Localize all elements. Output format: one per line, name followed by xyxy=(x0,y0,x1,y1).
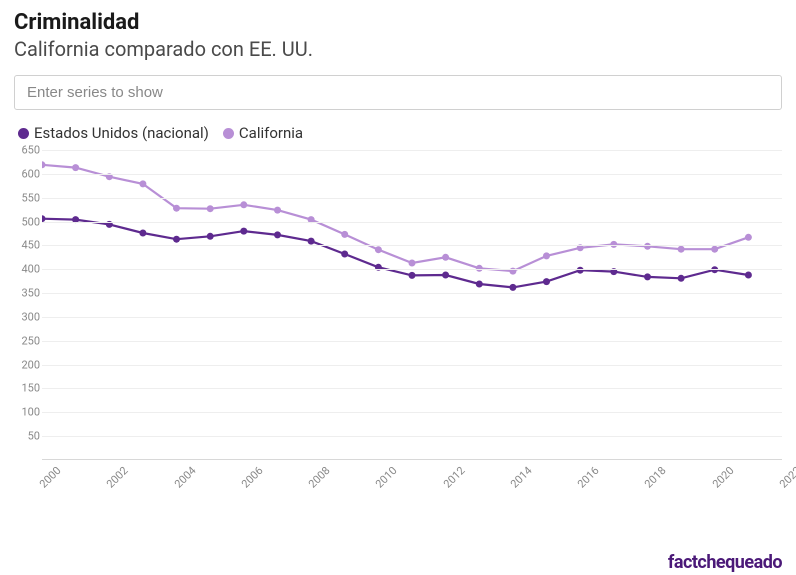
y-tick-label: 400 xyxy=(21,263,40,276)
data-point[interactable] xyxy=(442,254,449,261)
watermark: factchequeado xyxy=(668,552,782,573)
legend-marker xyxy=(18,128,29,139)
plot-area xyxy=(42,150,782,460)
data-point[interactable] xyxy=(341,231,348,238)
data-point[interactable] xyxy=(543,278,550,285)
x-tick-label: 2006 xyxy=(239,464,266,491)
y-axis: 50100150200250300350400450500550600650 xyxy=(14,150,42,460)
x-tick-label: 2014 xyxy=(508,464,535,491)
data-point[interactable] xyxy=(543,252,550,259)
gridline xyxy=(42,293,782,294)
x-tick-label: 2012 xyxy=(441,464,468,491)
legend-label: Estados Unidos (nacional) xyxy=(34,124,209,142)
data-point[interactable] xyxy=(509,284,516,291)
x-tick-label: 2004 xyxy=(171,464,198,491)
series-line xyxy=(42,219,748,288)
gridline xyxy=(42,388,782,389)
data-point[interactable] xyxy=(375,246,382,253)
data-point[interactable] xyxy=(644,273,651,280)
x-tick-label: 2008 xyxy=(306,464,333,491)
gridline xyxy=(42,245,782,246)
data-point[interactable] xyxy=(745,234,752,241)
data-point[interactable] xyxy=(409,272,416,279)
x-tick-label: 2016 xyxy=(575,464,602,491)
data-point[interactable] xyxy=(678,275,685,282)
y-tick-label: 100 xyxy=(21,406,40,419)
x-tick-label: 2000 xyxy=(37,464,64,491)
plot-svg xyxy=(42,150,782,460)
gridline xyxy=(42,269,782,270)
data-point[interactable] xyxy=(745,272,752,279)
data-point[interactable] xyxy=(173,236,180,243)
data-point[interactable] xyxy=(42,161,46,168)
data-point[interactable] xyxy=(711,246,718,253)
gridline xyxy=(42,341,782,342)
x-tick-label: 2022 xyxy=(777,464,796,491)
y-tick-label: 300 xyxy=(21,310,40,323)
data-point[interactable] xyxy=(173,205,180,212)
data-point[interactable] xyxy=(207,205,214,212)
gridline xyxy=(42,198,782,199)
gridline xyxy=(42,365,782,366)
legend-item[interactable]: California xyxy=(223,124,303,142)
chart-subtitle: California comparado con EE. UU. xyxy=(14,37,782,61)
data-point[interactable] xyxy=(274,231,281,238)
x-axis: 2000200220042006200820102012201420162018… xyxy=(42,464,782,504)
gridline xyxy=(42,436,782,437)
y-tick-label: 200 xyxy=(21,358,40,371)
y-tick-label: 650 xyxy=(21,144,40,157)
gridline xyxy=(42,222,782,223)
y-tick-label: 550 xyxy=(21,191,40,204)
y-tick-label: 150 xyxy=(21,382,40,395)
data-point[interactable] xyxy=(139,180,146,187)
gridline xyxy=(42,317,782,318)
legend-label: California xyxy=(239,124,303,142)
data-point[interactable] xyxy=(207,233,214,240)
x-tick-label: 2002 xyxy=(104,464,131,491)
series-line xyxy=(42,165,748,271)
gridline xyxy=(42,412,782,413)
legend: Estados Unidos (nacional) California xyxy=(14,124,782,142)
y-tick-label: 450 xyxy=(21,239,40,252)
chart-title: Criminalidad xyxy=(14,10,782,35)
x-tick-label: 2018 xyxy=(642,464,669,491)
data-point[interactable] xyxy=(409,260,416,267)
gridline xyxy=(42,150,782,151)
chart-area: 50100150200250300350400450500550600650 2… xyxy=(14,150,782,510)
data-point[interactable] xyxy=(308,238,315,245)
data-point[interactable] xyxy=(274,207,281,214)
data-point[interactable] xyxy=(476,281,483,288)
data-point[interactable] xyxy=(240,201,247,208)
data-point[interactable] xyxy=(341,251,348,258)
legend-marker xyxy=(223,128,234,139)
y-tick-label: 50 xyxy=(28,430,40,443)
legend-item[interactable]: Estados Unidos (nacional) xyxy=(18,124,209,142)
y-tick-label: 600 xyxy=(21,167,40,180)
data-point[interactable] xyxy=(442,272,449,279)
y-tick-label: 250 xyxy=(21,334,40,347)
y-tick-label: 500 xyxy=(21,215,40,228)
gridline xyxy=(42,174,782,175)
x-tick-label: 2010 xyxy=(373,464,400,491)
chart-container: Criminalidad California comparado con EE… xyxy=(0,0,796,520)
x-tick-label: 2020 xyxy=(710,464,737,491)
y-tick-label: 350 xyxy=(21,287,40,300)
data-point[interactable] xyxy=(678,246,685,253)
series-filter-input[interactable] xyxy=(14,75,782,110)
data-point[interactable] xyxy=(72,164,79,171)
data-point[interactable] xyxy=(139,230,146,237)
data-point[interactable] xyxy=(240,228,247,235)
